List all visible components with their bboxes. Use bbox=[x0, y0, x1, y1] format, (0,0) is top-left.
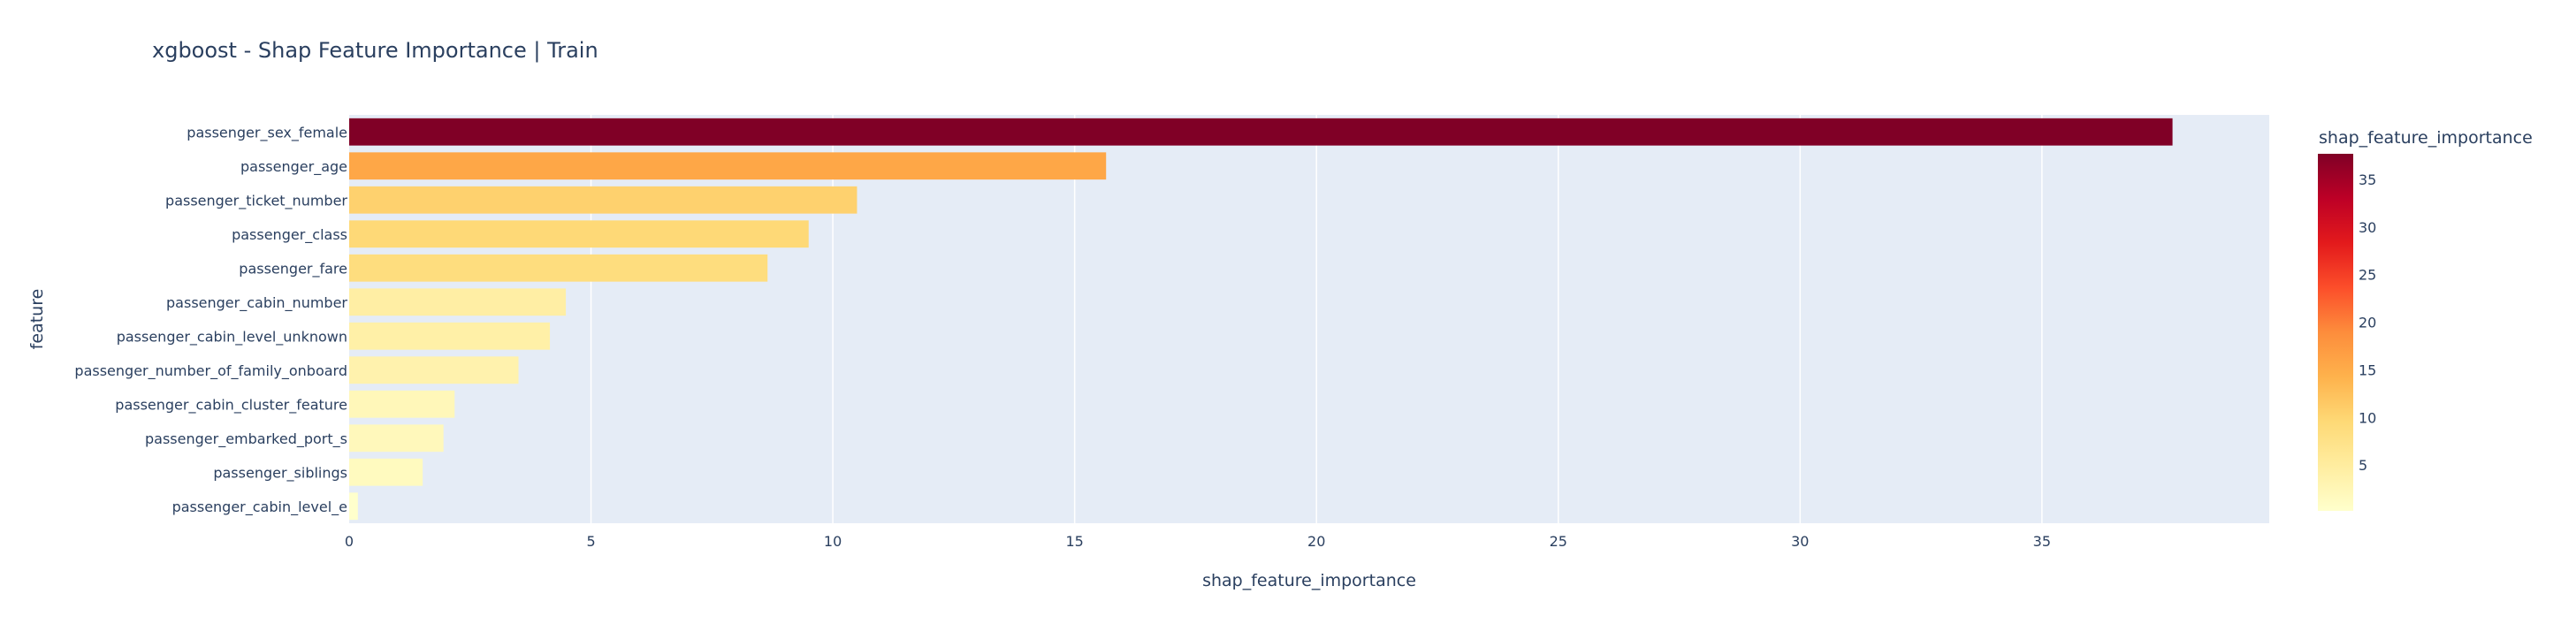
bar-passenger_cabin_level_unknown bbox=[349, 322, 551, 350]
x-tick-label: 25 bbox=[1550, 533, 1567, 550]
bar-passenger_embarked_port_s bbox=[349, 424, 444, 453]
gridlines bbox=[590, 115, 2043, 523]
y-tick-label: passenger_cabin_level_unknown bbox=[117, 328, 347, 346]
bar-passenger_ticket_number bbox=[349, 186, 857, 214]
colorbar-tick-label: 25 bbox=[2359, 267, 2376, 284]
x-tick-label: 15 bbox=[1065, 533, 1083, 550]
x-tick-label: 30 bbox=[1791, 533, 1809, 550]
y-tick-label: passenger_number_of_family_onboard bbox=[74, 362, 347, 380]
y-tick-labels: passenger_sex_female passenger_agepasseng… bbox=[74, 124, 347, 516]
bar-passenger_sex_female bbox=[349, 118, 2173, 146]
y-tick-label: passenger_sex_female bbox=[187, 124, 347, 141]
bar-passenger_cabin_level_e bbox=[349, 492, 358, 521]
y-tick-label: passenger_siblings bbox=[213, 464, 347, 482]
y-tick-label: passenger_age bbox=[240, 158, 347, 176]
y-tick-label: passenger_fare bbox=[239, 260, 347, 278]
bar-passenger_age bbox=[349, 152, 1107, 180]
colorbar-tick-labels: 5 10 15 20 25 30 35 bbox=[2359, 171, 2376, 474]
y-axis-title: feature bbox=[27, 289, 47, 350]
x-tick-label: 0 bbox=[345, 533, 354, 550]
bars bbox=[349, 118, 2173, 521]
x-tick-label: 20 bbox=[1307, 533, 1325, 550]
colorbar-title: shap_feature_importance bbox=[2319, 128, 2533, 148]
x-tick-label: 10 bbox=[824, 533, 842, 550]
colorbar-tick-label: 15 bbox=[2359, 361, 2376, 378]
x-tick-label: 5 bbox=[586, 533, 595, 550]
x-axis-title: shap_feature_importance bbox=[1202, 571, 1416, 590]
bar-passenger_fare bbox=[349, 254, 768, 282]
chart-title: xgboost - Shap Feature Importance | Trai… bbox=[152, 38, 598, 63]
bar-passenger_number_of_family_onboard bbox=[349, 356, 519, 384]
x-tick-labels: 0 5 10 15 20 25 30 35 bbox=[345, 533, 2051, 550]
y-tick-label: passenger_cabin_cluster_feature bbox=[115, 396, 347, 414]
bar-passenger_cabin_number bbox=[349, 288, 567, 316]
y-tick-label: passenger_cabin_level_e bbox=[172, 498, 347, 516]
bar-passenger_siblings bbox=[349, 458, 423, 486]
colorbar-tick-label: 20 bbox=[2359, 315, 2376, 331]
y-tick-label: passenger_cabin_number bbox=[166, 294, 347, 312]
y-tick-label: passenger_class bbox=[232, 226, 347, 244]
colorbar-tick-label: 5 bbox=[2359, 457, 2367, 474]
colorbar-tick-label: 10 bbox=[2359, 409, 2376, 426]
y-tick-label: passenger_embarked_port_s bbox=[145, 430, 347, 448]
plot-area bbox=[349, 115, 2269, 523]
colorbar-tick-label: 35 bbox=[2359, 171, 2376, 188]
bar-passenger_cabin_cluster_feature bbox=[349, 390, 455, 418]
y-tick-label: passenger_ticket_number bbox=[165, 192, 347, 209]
colorbar bbox=[2318, 154, 2353, 511]
bar-passenger_class bbox=[349, 220, 809, 248]
colorbar-tick-label: 30 bbox=[2359, 219, 2376, 236]
x-tick-label: 35 bbox=[2033, 533, 2051, 550]
